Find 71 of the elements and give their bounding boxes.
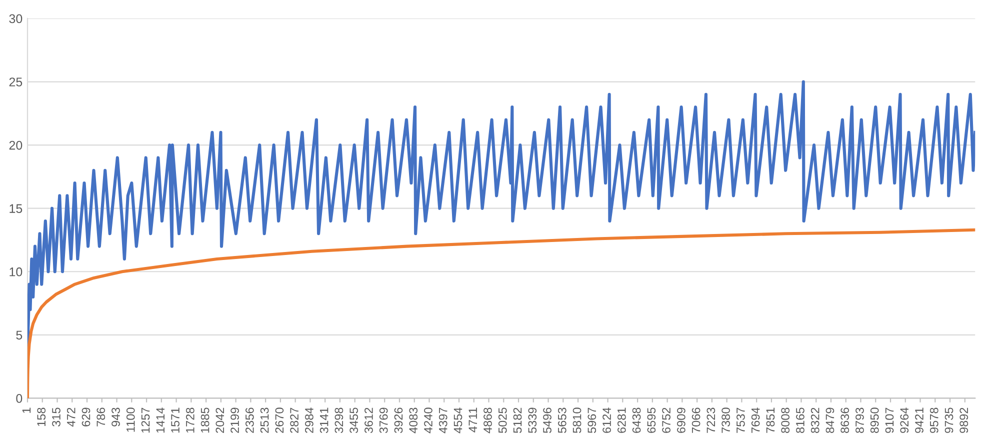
x-tick-label: 1571 [171,408,180,433]
x-tick-label: 8636 [840,408,850,433]
x-tick-label: 7851 [766,408,775,433]
x-tick-label: 8793 [856,408,864,433]
x-tick-label: 7066 [692,408,700,433]
x-tick-label: 1414 [156,408,164,433]
x-tick-label: 3612 [364,408,373,434]
x-tick-label: 6595 [647,408,656,433]
x-tick-label: 629 [82,408,90,426]
x-tick-label: 4397 [438,408,448,434]
y-tick-label: 30 [9,14,22,24]
x-tick-label: 2042 [216,408,224,433]
y-tick-label: 25 [9,78,22,86]
x-tick-label: 9892 [960,408,968,433]
x-tick-label: 3298 [334,408,344,434]
y-tick-label: 10 [10,267,22,276]
x-tick-label: 4868 [484,408,492,434]
x-tick-label: 8165 [796,408,804,433]
x-tick-label: 786 [96,408,106,426]
x-tick-label: 315 [52,408,60,426]
x-tick-label: 5496 [543,408,552,434]
x-tick-label: 158 [37,408,46,426]
x-tick-label: 5653 [558,408,566,434]
x-tick-label: 1100 [126,408,135,432]
x-tick-label: 1257 [141,408,150,433]
y-tick-label: 15 [10,204,22,213]
x-tick-label: 5810 [572,408,582,434]
x-tick-label: 8479 [826,408,834,433]
x-tick-label: 9264 [900,408,909,433]
x-tick-label: 2356 [245,408,254,433]
x-tick-label: 7223 [706,408,716,433]
x-tick-label: 943 [112,408,120,426]
x-tick-label: 1885 [200,408,210,433]
x-tick-label: 1728 [186,408,194,433]
x-tick-label: 6909 [676,408,686,433]
x-tick-label: 3769 [379,408,388,434]
x-tick-label: 4711 [468,408,477,432]
x-tick-label: 3455 [350,408,358,434]
x-tick-label: 3926 [394,408,403,434]
x-tick-label: 2827 [290,408,298,433]
x-tick-label: 8322 [810,408,820,433]
x-tick-label: 5339 [528,408,537,434]
x-tick-label: 5967 [588,408,596,434]
x-tick-label: 4554 [454,408,462,434]
x-tick-label: 4240 [424,408,432,434]
x-tick-label: 6752 [662,408,670,433]
x-tick-label: 6124 [602,408,611,433]
x-tick-label: 2984 [305,408,314,433]
x-tick-label: 472 [66,408,76,427]
x-tick-label: 9421 [915,408,924,433]
x-tick-label: 8008 [781,408,790,433]
x-tick-label: 7380 [722,408,730,433]
x-tick-label: 3141 [320,408,328,434]
x-tick-label: 7694 [751,408,760,433]
x-tick-label: 5025 [498,408,507,434]
x-tick-label: 2513 [260,408,269,433]
y-tick-label: 0 [16,394,22,403]
x-tick-label: 8950 [870,408,879,433]
x-tick-label: 7537 [736,408,745,433]
x-tick-label: 5182 [513,408,522,434]
x-tick-label: 6281 [617,408,626,433]
x-tick-label: 9578 [930,408,938,433]
x-tick-label: 4083 [409,408,418,434]
x-tick-label: 9107 [885,408,894,433]
x-tick-label: 6438 [632,408,641,433]
x-tick-label: 9735 [944,408,954,433]
x-tick-label: 2670 [275,408,284,433]
y-tick-label: 5 [16,330,22,340]
x-tick-label: 2199 [230,408,239,433]
y-tick-label: 20 [9,140,22,150]
x-tick-label: 1 [22,408,31,413]
